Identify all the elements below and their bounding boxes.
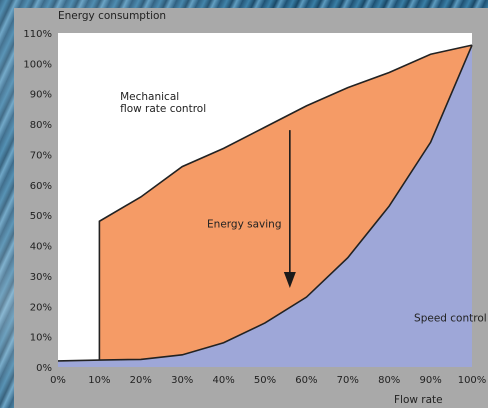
- y-tick-label: 10%: [30, 333, 52, 344]
- y-tick-label: 100%: [23, 59, 52, 70]
- x-tick-label: 40%: [212, 375, 234, 386]
- y-tick-label: 30%: [30, 272, 52, 283]
- x-tick-label: 70%: [337, 375, 359, 386]
- y-tick-label: 0%: [36, 363, 52, 374]
- chart-panel: Energy consumption Mechanical flow rate c…: [14, 8, 488, 408]
- series-line-mechanical: [98, 44, 473, 361]
- annotation-2: Energy saving: [207, 218, 281, 230]
- speed-control-area: [58, 45, 472, 368]
- y-tick-label: 70%: [30, 150, 52, 161]
- x-tick-label: 60%: [295, 375, 317, 386]
- chart-title: Energy consumption: [58, 10, 166, 22]
- x-tick-label: 10%: [88, 375, 110, 386]
- x-tick-label: 100%: [458, 375, 487, 386]
- y-tick-label: 50%: [30, 211, 52, 222]
- y-tick-label: 60%: [30, 181, 52, 192]
- x-tick-label: 20%: [130, 375, 152, 386]
- y-tick-label: 40%: [30, 242, 52, 253]
- x-tick-label: 30%: [171, 375, 193, 386]
- annotation-3: Speed control: [414, 312, 487, 324]
- energy-saving-area: [99, 45, 473, 361]
- x-tick-label: 90%: [419, 375, 441, 386]
- series-line-speed-control: [57, 44, 473, 362]
- x-axis-label: Flow rate: [394, 394, 443, 406]
- arrow-head: [283, 272, 296, 289]
- x-tick-label: 0%: [50, 375, 66, 386]
- y-tick-label: 80%: [30, 120, 52, 131]
- annotation-0: Mechanical: [120, 91, 179, 103]
- y-tick-label: 110%: [23, 29, 52, 40]
- y-tick-label: 20%: [30, 302, 52, 313]
- x-tick-label: 50%: [254, 375, 276, 386]
- x-tick-label: 80%: [378, 375, 400, 386]
- y-tick-label: 90%: [30, 90, 52, 101]
- annotation-1: flow rate control: [120, 103, 206, 115]
